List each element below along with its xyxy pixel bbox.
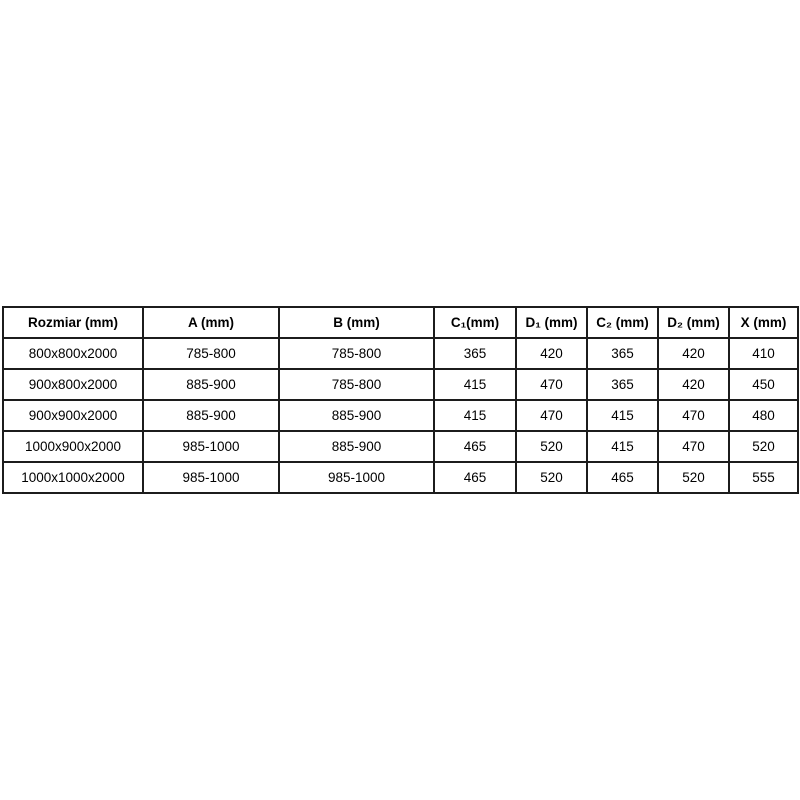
cell-d2: 470 [657, 399, 730, 432]
cell-c2: 465 [586, 461, 659, 494]
cell-a: 785-800 [142, 337, 280, 370]
column-header-rozmiar: Rozmiar (mm) [2, 306, 144, 339]
cell-d1: 420 [515, 337, 588, 370]
cell-b: 885-900 [278, 430, 435, 463]
cell-c2: 365 [586, 337, 659, 370]
column-header-d1: D₁ (mm) [515, 306, 588, 339]
cell-c2: 415 [586, 430, 659, 463]
cell-c1: 415 [433, 368, 517, 401]
cell-x: 450 [728, 368, 799, 401]
table-row: 1000x1000x2000 985-1000 985-1000 465 520… [2, 461, 799, 494]
cell-c1: 465 [433, 461, 517, 494]
cell-size: 1000x900x2000 [2, 430, 144, 463]
cell-b: 985-1000 [278, 461, 435, 494]
column-header-c1: C₁(mm) [433, 306, 517, 339]
table-row: 900x800x2000 885-900 785-800 415 470 365… [2, 368, 799, 401]
cell-c1: 415 [433, 399, 517, 432]
cell-d2: 520 [657, 461, 730, 494]
cell-size: 800x800x2000 [2, 337, 144, 370]
cell-size: 900x900x2000 [2, 399, 144, 432]
column-header-b: B (mm) [278, 306, 435, 339]
cell-d1: 520 [515, 461, 588, 494]
table-row: 1000x900x2000 985-1000 885-900 465 520 4… [2, 430, 799, 463]
header-row: Rozmiar (mm) A (mm) B (mm) C₁(mm) D₁ (mm… [2, 306, 799, 339]
cell-x: 410 [728, 337, 799, 370]
column-header-x: X (mm) [728, 306, 799, 339]
cell-d2: 470 [657, 430, 730, 463]
cell-d2: 420 [657, 368, 730, 401]
cell-x: 555 [728, 461, 799, 494]
cell-a: 885-900 [142, 399, 280, 432]
cell-c2: 365 [586, 368, 659, 401]
cell-x: 520 [728, 430, 799, 463]
column-header-d2: D₂ (mm) [657, 306, 730, 339]
cell-x: 480 [728, 399, 799, 432]
cell-a: 985-1000 [142, 430, 280, 463]
cell-c1: 365 [433, 337, 517, 370]
cell-size: 1000x1000x2000 [2, 461, 144, 494]
cell-a: 885-900 [142, 368, 280, 401]
cell-b: 885-900 [278, 399, 435, 432]
size-specifications-table: Rozmiar (mm) A (mm) B (mm) C₁(mm) D₁ (mm… [2, 306, 799, 494]
cell-d1: 520 [515, 430, 588, 463]
table-row: 900x900x2000 885-900 885-900 415 470 415… [2, 399, 799, 432]
cell-d1: 470 [515, 399, 588, 432]
cell-b: 785-800 [278, 368, 435, 401]
cell-d1: 470 [515, 368, 588, 401]
column-header-c2: C₂ (mm) [586, 306, 659, 339]
cell-c2: 415 [586, 399, 659, 432]
spec-table-container: Rozmiar (mm) A (mm) B (mm) C₁(mm) D₁ (mm… [2, 306, 799, 494]
column-header-a: A (mm) [142, 306, 280, 339]
table-row: 800x800x2000 785-800 785-800 365 420 365… [2, 337, 799, 370]
cell-a: 985-1000 [142, 461, 280, 494]
cell-b: 785-800 [278, 337, 435, 370]
cell-size: 900x800x2000 [2, 368, 144, 401]
cell-d2: 420 [657, 337, 730, 370]
cell-c1: 465 [433, 430, 517, 463]
